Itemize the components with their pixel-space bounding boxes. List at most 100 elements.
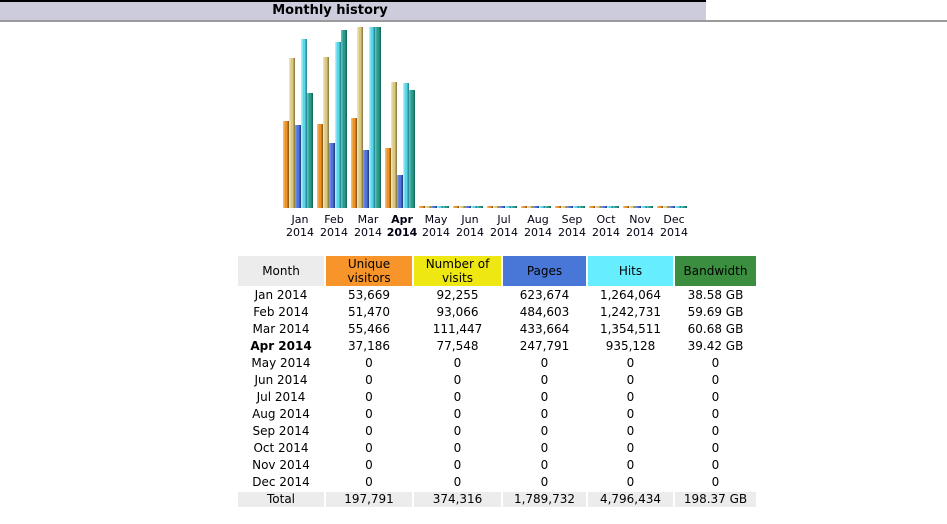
bar-unique-visitors <box>555 206 561 208</box>
value-cell: 0 <box>626 424 635 438</box>
value-cell: 0 <box>626 373 635 387</box>
value-cell: 0 <box>540 458 549 472</box>
bar-bandwidth <box>307 93 313 208</box>
page-title: Monthly history <box>272 3 388 18</box>
table-row: Feb 2014 51,470 93,066 484,603 1,242,731 59.6… <box>238 305 756 320</box>
value-cell: 51,470 <box>348 305 390 319</box>
value-cell: 0 <box>540 373 549 387</box>
table-body: Jan 2014 53,669 92,255 623,674 1,264,064 38.5… <box>238 288 756 507</box>
bar-bandwidth <box>409 90 415 208</box>
month-label: Nov 2014 <box>626 213 654 239</box>
value-cell: 55,466 <box>348 322 390 336</box>
value-cell: 0 <box>365 475 373 489</box>
bar-number-of-visits <box>459 206 465 208</box>
bar-group-apr <box>385 27 419 208</box>
value-cell: 0 <box>540 441 549 455</box>
month-label: Sep 2014 <box>558 213 586 239</box>
value-cell: 0 <box>365 390 373 404</box>
total-row: Total 197,791 374,316 1,789,732 4,796,434 198… <box>238 492 756 507</box>
bar-pages <box>635 206 641 208</box>
month-label: Dec 2014 <box>660 213 688 239</box>
value-cell: 0 <box>540 407 549 421</box>
month-label: Oct 2014 <box>592 213 620 239</box>
bar-pages <box>601 206 607 208</box>
column-header-hits: Hits <box>588 256 673 286</box>
month-label: May 2014 <box>422 213 450 239</box>
bar-bandwidth <box>477 206 483 208</box>
month-label: Jan 2014 <box>286 213 314 239</box>
value-cell: 1,354,511 <box>599 322 662 336</box>
value-cell: 0 <box>365 458 373 472</box>
bar-pages <box>499 206 505 208</box>
table-row: Jan 2014 53,669 92,255 623,674 1,264,064 38.5… <box>238 288 756 303</box>
value-cell: 0 <box>626 407 635 421</box>
column-header-month: Month <box>238 256 324 286</box>
table-row: Apr 2014 37,186 77,548 247,791 935,128 39.42 … <box>238 339 756 354</box>
month-cell: May 2014 <box>251 356 311 370</box>
bar-unique-visitors <box>521 206 527 208</box>
column-header-number-of-visits: Number of visits <box>414 256 501 286</box>
bar-hits <box>437 206 443 208</box>
bar-pages <box>431 206 437 208</box>
bar-number-of-visits <box>595 206 601 208</box>
bar-group-may <box>419 27 453 208</box>
bar-bandwidth <box>375 27 381 208</box>
value-cell: 59.69 GB <box>687 305 744 319</box>
total-value-cell: 197,791 <box>326 492 412 507</box>
bar-pages <box>295 125 301 208</box>
bar-unique-visitors <box>657 206 663 208</box>
bar-hits <box>641 206 647 208</box>
total-value-cell: 4,796,434 <box>588 492 673 507</box>
bar-unique-visitors <box>317 124 323 208</box>
month-cell: Jan 2014 <box>254 288 308 302</box>
bar-number-of-visits <box>391 82 397 208</box>
bar-group-jan <box>283 27 317 208</box>
month-cell: Aug 2014 <box>252 407 310 421</box>
value-cell: 0 <box>365 356 373 370</box>
value-cell: 39.42 GB <box>687 339 744 353</box>
value-cell: 37,186 <box>348 339 390 353</box>
bar-group-sep <box>555 27 589 208</box>
month-label: Jun 2014 <box>456 213 484 239</box>
bar-hits <box>573 206 579 208</box>
bar-bandwidth <box>511 206 517 208</box>
value-cell: 0 <box>711 424 720 438</box>
bar-group-mar <box>351 27 385 208</box>
value-cell: 484,603 <box>519 305 570 319</box>
value-cell: 0 <box>711 390 720 404</box>
month-cell: Feb 2014 <box>253 305 309 319</box>
value-cell: 60.68 GB <box>687 322 744 336</box>
bar-group-jul <box>487 27 521 208</box>
value-cell: 0 <box>626 356 635 370</box>
bar-group-aug <box>521 27 555 208</box>
value-cell: 0 <box>453 407 462 421</box>
bar-unique-visitors <box>589 206 595 208</box>
value-cell: 247,791 <box>519 339 570 353</box>
bar-hits <box>675 206 681 208</box>
month-cell: Nov 2014 <box>252 458 310 472</box>
value-cell: 0 <box>711 475 720 489</box>
value-cell: 0 <box>365 424 373 438</box>
total-value-cell: 374,316 <box>414 492 501 507</box>
month-label: Aug 2014 <box>524 213 552 239</box>
month-cell: Oct 2014 <box>253 441 309 455</box>
bar-unique-visitors <box>385 148 391 208</box>
bar-number-of-visits <box>357 27 363 208</box>
value-cell: 935,128 <box>605 339 656 353</box>
table-row: Jul 2014 0 0 0 0 0 <box>238 390 756 405</box>
bar-number-of-visits <box>493 206 499 208</box>
value-cell: 0 <box>711 407 720 421</box>
column-header-pages: Pages <box>503 256 586 286</box>
table-row: Oct 2014 0 0 0 0 0 <box>238 441 756 456</box>
month-cell: Dec 2014 <box>252 475 310 489</box>
value-cell: 1,264,064 <box>599 288 662 302</box>
bar-unique-visitors <box>419 206 425 208</box>
bar-bandwidth <box>341 30 347 208</box>
bar-pages <box>397 175 403 208</box>
value-cell: 0 <box>711 458 720 472</box>
month-label: Mar 2014 <box>354 213 382 239</box>
bar-unique-visitors <box>453 206 459 208</box>
value-cell: 0 <box>711 356 720 370</box>
value-cell: 53,669 <box>348 288 390 302</box>
bar-bandwidth <box>579 206 585 208</box>
